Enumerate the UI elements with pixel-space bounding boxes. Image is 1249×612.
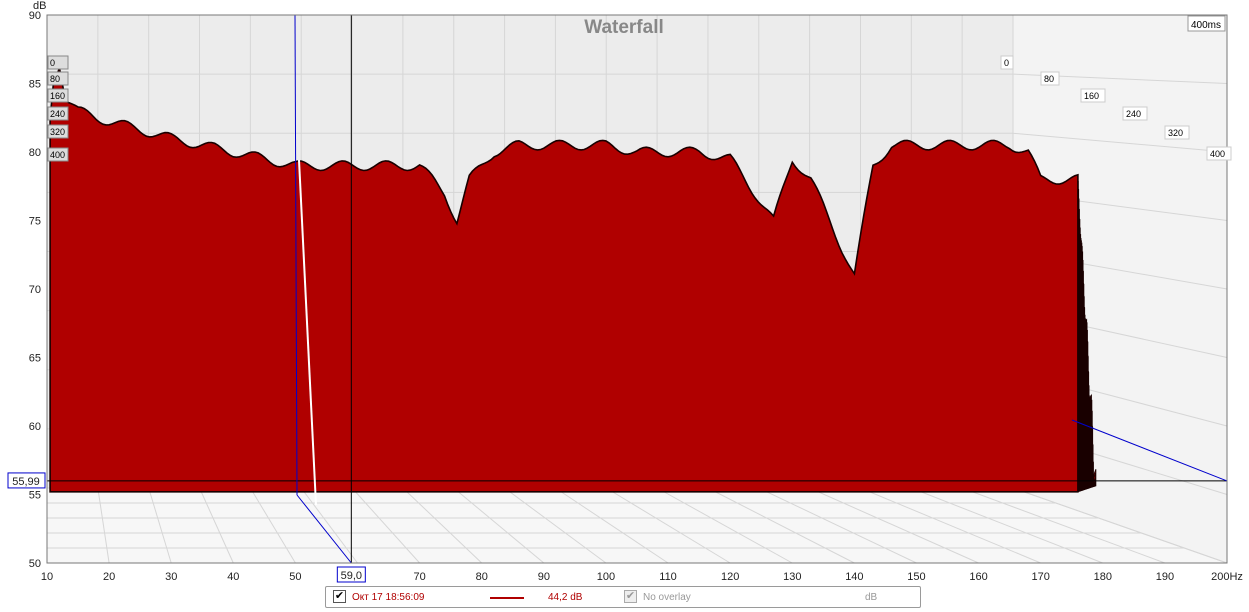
z-tick-label-right: 240 [1126,109,1141,119]
z-tick-box-right [1080,88,1106,103]
grid-line-x-floor [656,487,793,564]
y-tick-label: 75 [29,216,41,228]
grid-line-x-floor [351,487,421,564]
overlay-checkbox[interactable]: ✔ [624,590,637,603]
z-tick-label-right: 400 [1210,149,1225,159]
x-tick-label: 160 [969,571,987,583]
y-tick-label: 50 [29,558,41,570]
y-tick-label: 65 [29,353,41,365]
grid-line-x-floor [758,487,917,564]
cursor-white-trace [298,159,317,506]
z-range-box [1187,15,1226,32]
grid-line-y-side [1012,487,1228,564]
z-tick-box-right [1164,125,1190,140]
z-tick-box-right [1000,55,1014,70]
measurement-value-label: 44,2 dB [548,592,583,603]
z-tick-label-right: 80 [1044,74,1054,84]
grid-line-y-side [1012,132,1228,153]
x-tick-label: 80 [476,571,488,583]
z-tick-box-left [47,106,69,121]
z-tick-label-left: 320 [50,127,65,137]
cursor-y-value-box [7,472,46,489]
grid-line-x-floor [555,487,669,564]
cursor-y-value: 55,99 [12,476,40,488]
floor-plane [47,488,1227,563]
measurement-checkbox[interactable]: ✔ [333,590,346,603]
overlay-unit-label: dB [865,592,878,603]
grid-line-x-floor [148,487,172,564]
z-tick-box-left [47,55,69,70]
z-tick-box-left [47,71,69,86]
grid-line-x-floor [249,487,296,564]
measurement-line-swatch [490,597,524,599]
x-tick-label: 170 [1032,571,1050,583]
x-tick-label: 30 [165,571,177,583]
legend-bar: ✔ Окт 17 18:56:09 44,2 dB ✔ No overlay d… [325,586,921,608]
grid-line-x-floor [961,487,1166,564]
cursor-x-value-box [336,566,366,583]
z-tick-label-left: 400 [50,150,65,160]
grid-line-x-floor [911,487,1103,564]
x-tick-label: 130 [783,571,801,583]
cursor-depth-line-side [1071,419,1228,482]
z-tick-label-right: 0 [1004,58,1009,68]
y-axis-label: dB [33,0,46,12]
z-tick-label-right: 160 [1084,91,1099,101]
z-tick-box-right [1040,71,1060,86]
x-tick-label: 180 [1094,571,1112,583]
x-tick-label: 200Hz [1211,571,1243,583]
cursor-depth-line-back [294,14,298,496]
x-tick-label: 10 [41,571,53,583]
x-tick-label: 70 [414,571,426,583]
waterfall-slice [49,67,1079,493]
z-tick-box-right [1122,106,1148,121]
overlay-label: No overlay [643,592,691,603]
x-tick-label: 150 [907,571,925,583]
x-tick-label: 120 [721,571,739,583]
z-tick-box-left [47,124,69,139]
grid-line-x-floor [504,487,607,564]
plot-border [46,14,1228,564]
y-tick-label: 60 [29,421,41,433]
grid-line-x-floor [809,487,979,564]
x-tick-label: 40 [227,571,239,583]
y-tick-label: 55 [29,490,41,502]
z-tick-box-left [47,88,69,103]
x-tick-label: 110 [659,571,677,583]
grid-line-x-floor [860,487,1041,564]
grid-line-x-floor [402,487,483,564]
y-tick-label: 70 [29,284,41,296]
measurement-date-label: Окт 17 18:56:09 [352,592,425,603]
z-tick-box-left [47,147,69,162]
y-tick-label: 85 [29,79,41,91]
x-tick-label: 190 [1156,571,1174,583]
x-tick-label: 20 [103,571,115,583]
grid-line-x-floor [300,487,358,564]
cursor-x-value: 59,0 [341,570,362,582]
y-tick-label: 80 [29,147,41,159]
z-range-label: 400ms [1191,20,1221,31]
grid-line-x-floor [707,487,855,564]
z-tick-label-left: 80 [50,74,60,84]
x-tick-label: 100 [597,571,615,583]
cursor-depth-line-floor [296,494,352,564]
z-tick-label-left: 240 [50,109,65,119]
grid-line-x-floor [453,487,545,564]
z-tick-label-right: 320 [1168,128,1183,138]
z-tick-label-left: 160 [50,91,65,101]
grid-line-x-floor [606,487,731,564]
grid-line-x-floor [199,487,234,564]
z-tick-box-right [1206,146,1232,161]
x-tick-label: 50 [289,571,301,583]
chart-title: Waterfall [584,17,664,38]
z-tick-label-left: 0 [50,58,55,68]
x-tick-label: 90 [538,571,550,583]
grid-line-x-floor [97,487,110,564]
x-tick-label: 140 [845,571,863,583]
y-tick-label: 90 [29,10,41,22]
